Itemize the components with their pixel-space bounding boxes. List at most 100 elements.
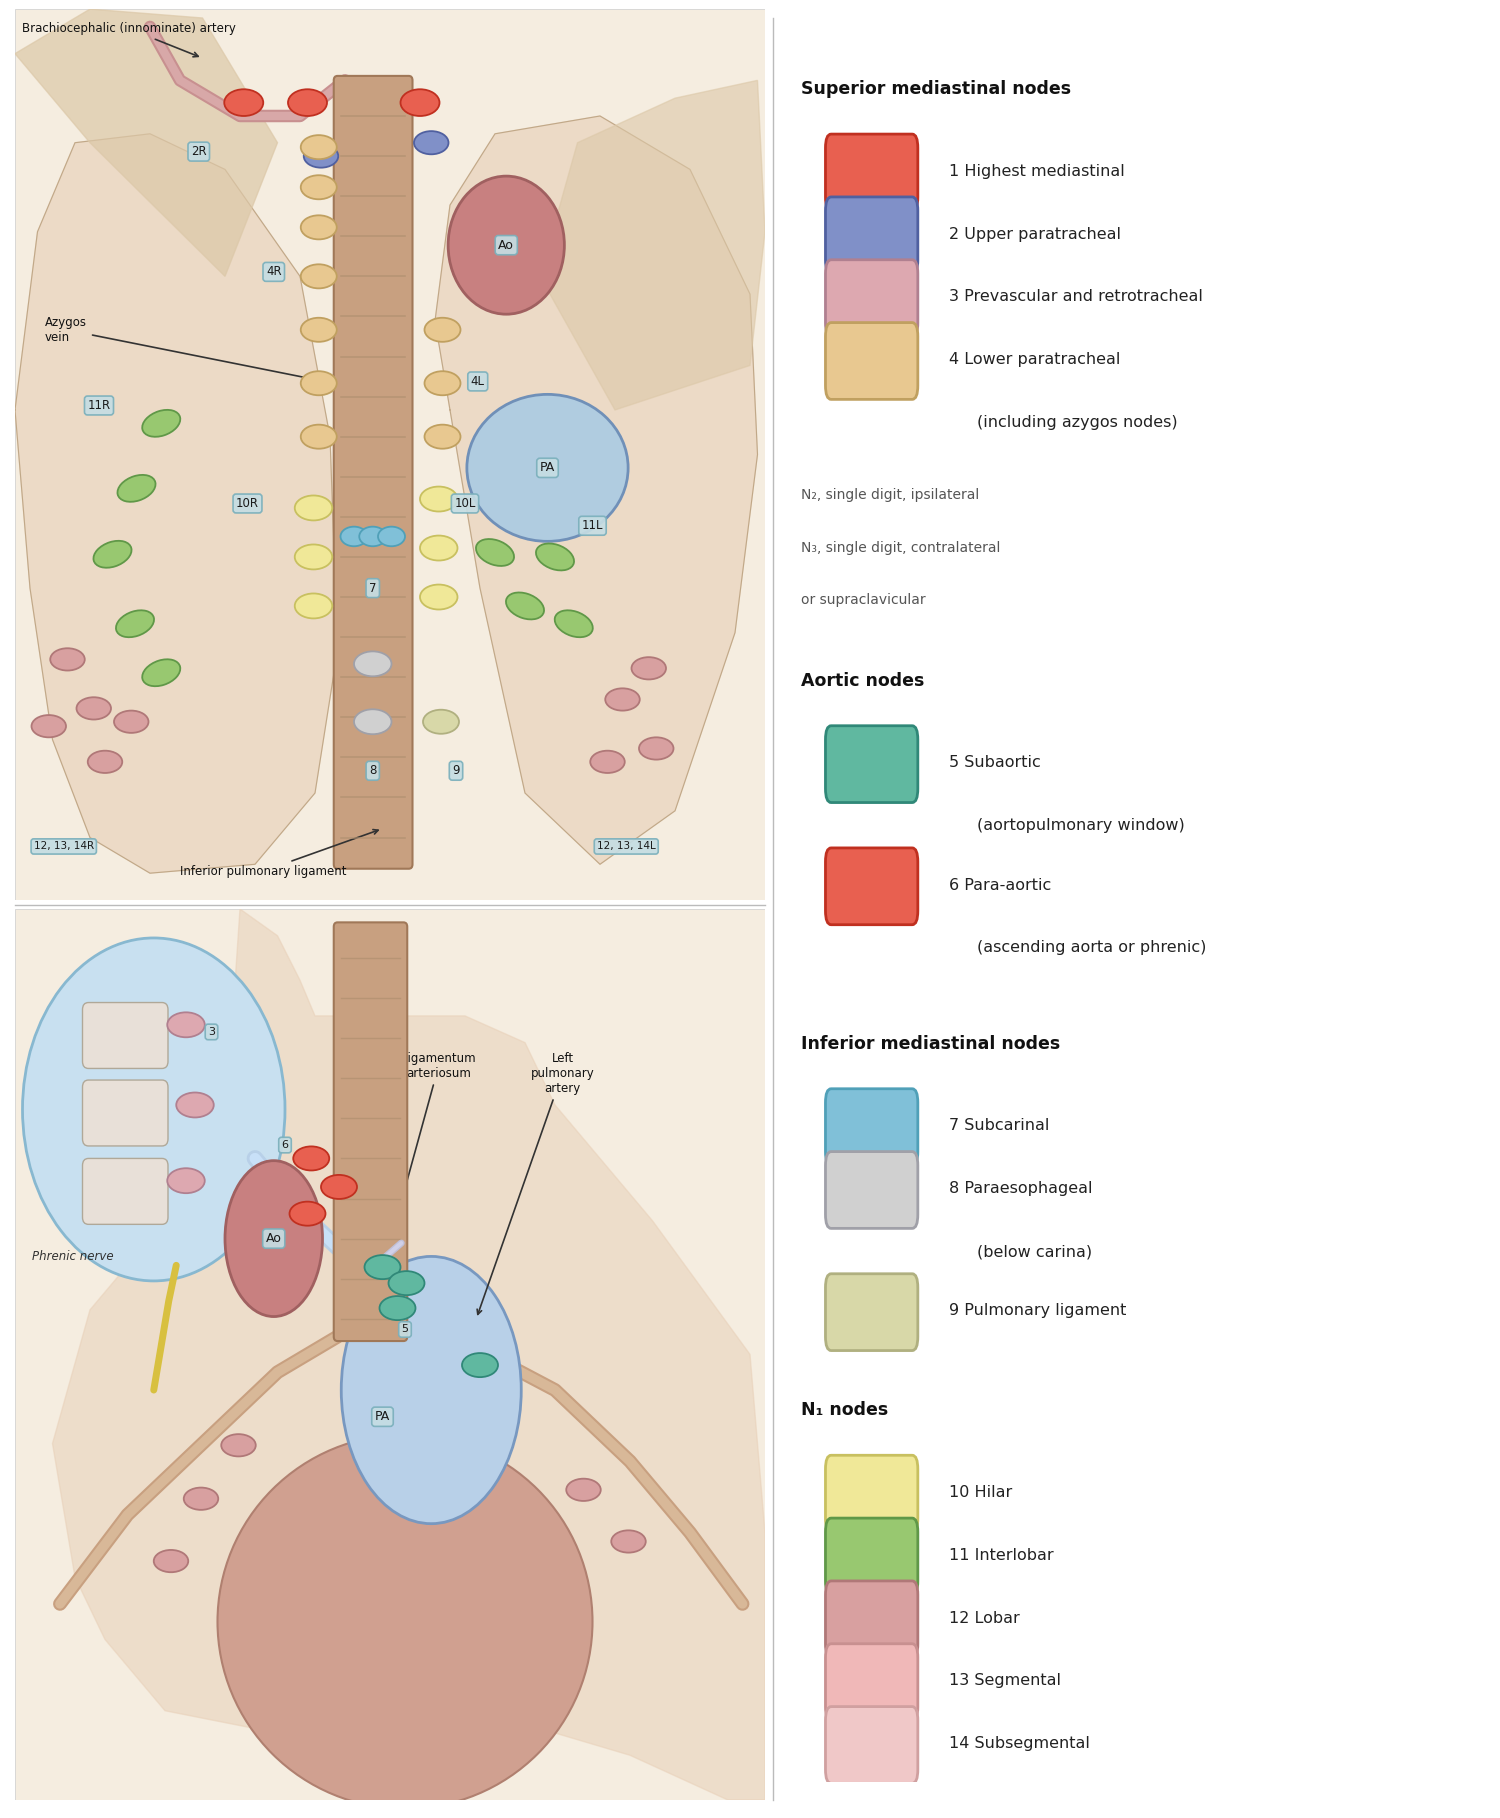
- Text: 4R: 4R: [266, 265, 282, 278]
- Ellipse shape: [300, 264, 336, 289]
- Ellipse shape: [604, 689, 639, 711]
- Ellipse shape: [321, 1174, 357, 1198]
- Text: 9 Pulmonary ligament: 9 Pulmonary ligament: [950, 1304, 1126, 1318]
- FancyBboxPatch shape: [825, 1274, 918, 1351]
- Ellipse shape: [567, 1478, 600, 1502]
- Text: (ascending aorta or phrenic): (ascending aorta or phrenic): [978, 940, 1208, 956]
- Text: 12, 13, 14R: 12, 13, 14R: [33, 842, 94, 851]
- Text: 8 Paraesophageal: 8 Paraesophageal: [950, 1182, 1092, 1196]
- Text: (below carina): (below carina): [978, 1244, 1092, 1260]
- Ellipse shape: [168, 1013, 204, 1038]
- Ellipse shape: [294, 1147, 330, 1171]
- FancyBboxPatch shape: [825, 1151, 918, 1229]
- Text: 2 Upper paratracheal: 2 Upper paratracheal: [950, 227, 1120, 242]
- Ellipse shape: [476, 538, 514, 565]
- Text: 12 Lobar: 12 Lobar: [950, 1611, 1020, 1625]
- Text: 2R: 2R: [190, 145, 207, 158]
- Ellipse shape: [612, 1531, 645, 1553]
- Ellipse shape: [354, 651, 392, 676]
- Text: 13 Segmental: 13 Segmental: [950, 1673, 1060, 1689]
- FancyBboxPatch shape: [825, 847, 918, 925]
- FancyBboxPatch shape: [333, 76, 412, 869]
- FancyBboxPatch shape: [15, 9, 765, 900]
- Ellipse shape: [51, 649, 84, 671]
- Ellipse shape: [448, 176, 564, 315]
- Text: PA: PA: [375, 1411, 390, 1423]
- Ellipse shape: [555, 611, 592, 638]
- Ellipse shape: [300, 371, 336, 395]
- Text: Phrenic nerve: Phrenic nerve: [32, 1251, 112, 1264]
- Text: 11L: 11L: [582, 520, 603, 533]
- Ellipse shape: [364, 1254, 400, 1280]
- Text: 12, 13, 14L: 12, 13, 14L: [597, 842, 656, 851]
- FancyBboxPatch shape: [825, 725, 918, 802]
- Ellipse shape: [288, 89, 327, 116]
- Text: 9: 9: [453, 764, 459, 778]
- Text: 14 Subsegmental: 14 Subsegmental: [950, 1736, 1090, 1751]
- Text: Inferior pulmonary ligament: Inferior pulmonary ligament: [180, 829, 378, 878]
- Polygon shape: [15, 135, 338, 873]
- Ellipse shape: [424, 318, 460, 342]
- Polygon shape: [53, 909, 765, 1800]
- Ellipse shape: [300, 215, 336, 240]
- FancyBboxPatch shape: [825, 1707, 918, 1783]
- Ellipse shape: [93, 540, 132, 567]
- Text: or supraclavicular: or supraclavicular: [801, 593, 926, 607]
- Ellipse shape: [183, 1487, 219, 1511]
- FancyBboxPatch shape: [825, 135, 918, 211]
- Text: Ao: Ao: [266, 1233, 282, 1245]
- Ellipse shape: [217, 1434, 592, 1809]
- Text: 10 Hilar: 10 Hilar: [950, 1485, 1012, 1500]
- Ellipse shape: [388, 1271, 424, 1294]
- Text: Brachiocephalic (innominate) artery: Brachiocephalic (innominate) artery: [22, 22, 237, 56]
- Ellipse shape: [300, 175, 336, 200]
- Ellipse shape: [76, 698, 111, 720]
- Ellipse shape: [400, 89, 439, 116]
- Ellipse shape: [466, 395, 628, 542]
- Ellipse shape: [290, 1202, 326, 1225]
- Ellipse shape: [414, 131, 448, 155]
- Text: Azygos
vein: Azygos vein: [45, 316, 328, 384]
- Ellipse shape: [380, 1296, 416, 1320]
- Ellipse shape: [342, 1256, 522, 1523]
- FancyBboxPatch shape: [15, 909, 765, 1800]
- Ellipse shape: [303, 144, 339, 167]
- Text: N₂, single digit, ipsilateral: N₂, single digit, ipsilateral: [801, 489, 980, 502]
- Text: Ao: Ao: [498, 238, 514, 251]
- Ellipse shape: [142, 660, 180, 685]
- Ellipse shape: [153, 1551, 189, 1573]
- Text: PA: PA: [540, 462, 555, 474]
- Ellipse shape: [294, 496, 333, 520]
- Ellipse shape: [300, 135, 336, 160]
- Text: 4 Lower paratracheal: 4 Lower paratracheal: [950, 353, 1120, 367]
- Ellipse shape: [22, 938, 285, 1282]
- Ellipse shape: [294, 593, 333, 618]
- FancyBboxPatch shape: [82, 1080, 168, 1145]
- Polygon shape: [540, 80, 765, 409]
- Text: 10R: 10R: [236, 496, 260, 511]
- FancyBboxPatch shape: [825, 260, 918, 336]
- Text: Aortic nodes: Aortic nodes: [801, 671, 924, 689]
- Text: 1 Highest mediastinal: 1 Highest mediastinal: [950, 164, 1125, 178]
- Ellipse shape: [300, 318, 336, 342]
- Ellipse shape: [300, 425, 336, 449]
- Ellipse shape: [32, 714, 66, 738]
- Text: 8: 8: [369, 764, 376, 778]
- Text: 11 Interlobar: 11 Interlobar: [950, 1547, 1054, 1563]
- Ellipse shape: [423, 709, 459, 734]
- Ellipse shape: [420, 585, 458, 609]
- Ellipse shape: [420, 536, 458, 560]
- Ellipse shape: [225, 1160, 322, 1316]
- Ellipse shape: [360, 527, 387, 545]
- Ellipse shape: [506, 593, 544, 620]
- Ellipse shape: [462, 1353, 498, 1376]
- Ellipse shape: [87, 751, 123, 773]
- Text: 5: 5: [402, 1325, 408, 1334]
- Ellipse shape: [536, 544, 574, 571]
- Text: Left
pulmonary
artery: Left pulmonary artery: [477, 1051, 594, 1314]
- Ellipse shape: [142, 409, 180, 436]
- Text: 6: 6: [282, 1140, 288, 1151]
- Text: Ligamentum
arteriosum: Ligamentum arteriosum: [387, 1051, 476, 1253]
- Text: 4L: 4L: [471, 375, 484, 387]
- FancyBboxPatch shape: [82, 1158, 168, 1224]
